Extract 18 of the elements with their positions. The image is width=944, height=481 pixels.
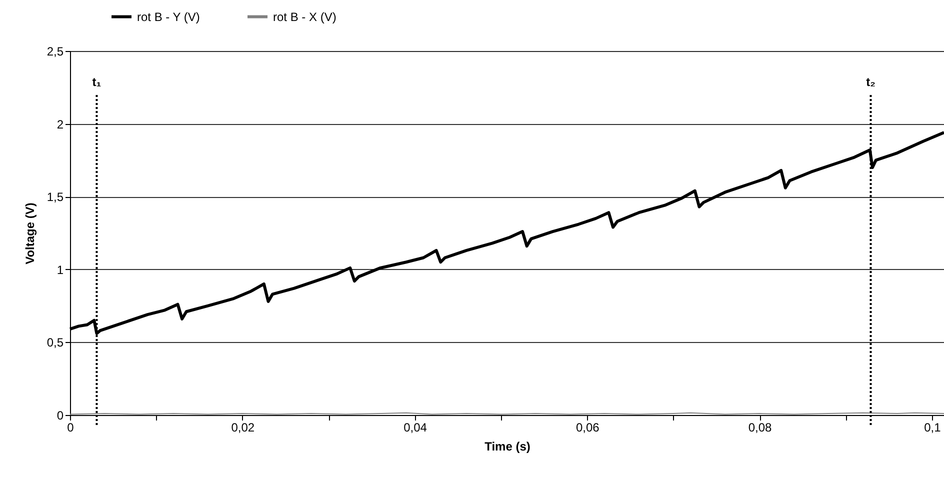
x-tick-label: 0,06 <box>576 420 600 434</box>
ref-line-label: t₁ <box>92 75 102 89</box>
y-tick-label: 0,5 <box>46 336 64 350</box>
y-tick-label: 1,5 <box>46 190 64 204</box>
ref-line-label: t₂ <box>866 75 876 89</box>
x-axis-title: Time (s) <box>484 440 530 454</box>
legend-label: rot B - X (V) <box>273 10 336 24</box>
x-tick-label: 0 <box>67 420 74 434</box>
x-tick-label: 0,02 <box>231 420 255 434</box>
y-tick-label: 1 <box>56 262 64 277</box>
y-tick-label: 2 <box>56 117 64 132</box>
y-tick-label: 0 <box>56 408 64 422</box>
legend-label: rot B - Y (V) <box>137 10 200 24</box>
y-axis-title: Voltage (V) <box>22 202 37 264</box>
x-tick-label: 0,04 <box>404 420 428 434</box>
y-tick-label: 2,5 <box>46 44 64 58</box>
x-tick-label: 0,08 <box>748 420 772 434</box>
x-tick-label: 0,1 <box>924 420 942 434</box>
